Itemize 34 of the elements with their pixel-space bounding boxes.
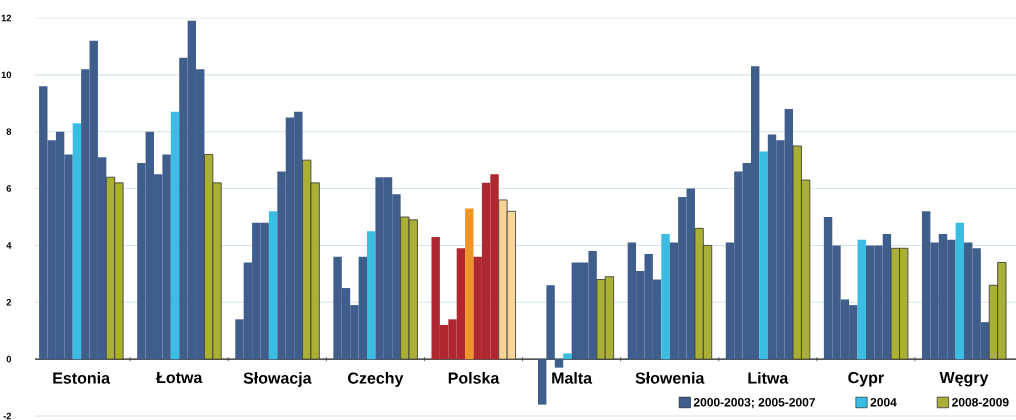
bar	[367, 231, 376, 360]
x-tick-label: Estonia	[53, 372, 111, 384]
bar	[537, 359, 547, 405]
y-tick-label: 4	[6, 242, 12, 249]
x-tick-label: Słowacja	[243, 372, 312, 387]
x-tick-label: Łotwa	[156, 372, 203, 384]
legend-label: 2000-2003; 2005-2007	[693, 398, 815, 409]
bar	[661, 234, 670, 360]
bar	[857, 239, 866, 360]
bar	[759, 151, 768, 360]
x-tick-label: Litwa	[748, 372, 789, 384]
legend-label: 2008-2009	[952, 398, 1009, 407]
x-tick-label: Słowenia	[635, 372, 705, 384]
y-tick-label: 10	[1, 71, 12, 79]
y-tick-label: -2	[3, 412, 12, 420]
bar	[563, 353, 572, 360]
x-tick-label: Czechy	[348, 372, 404, 387]
legend-label: 2004	[870, 398, 897, 407]
bar	[554, 359, 564, 368]
bar	[465, 208, 474, 360]
y-tick-label: 6	[6, 185, 12, 192]
bar	[72, 123, 82, 360]
x-tick-label: Polska	[448, 372, 500, 384]
y-tick-label: 8	[6, 128, 12, 135]
y-tick-label: 2	[6, 299, 12, 306]
x-tick-label: Malta	[552, 372, 593, 384]
x-tick-label: Węgry	[939, 372, 989, 387]
bar	[268, 211, 278, 360]
y-tick-label: 12	[1, 14, 12, 22]
bar	[546, 285, 555, 360]
bar	[955, 222, 964, 360]
x-tick-label: Cypr	[848, 372, 884, 387]
y-tick-label: 0	[6, 355, 12, 363]
bar	[170, 111, 180, 360]
